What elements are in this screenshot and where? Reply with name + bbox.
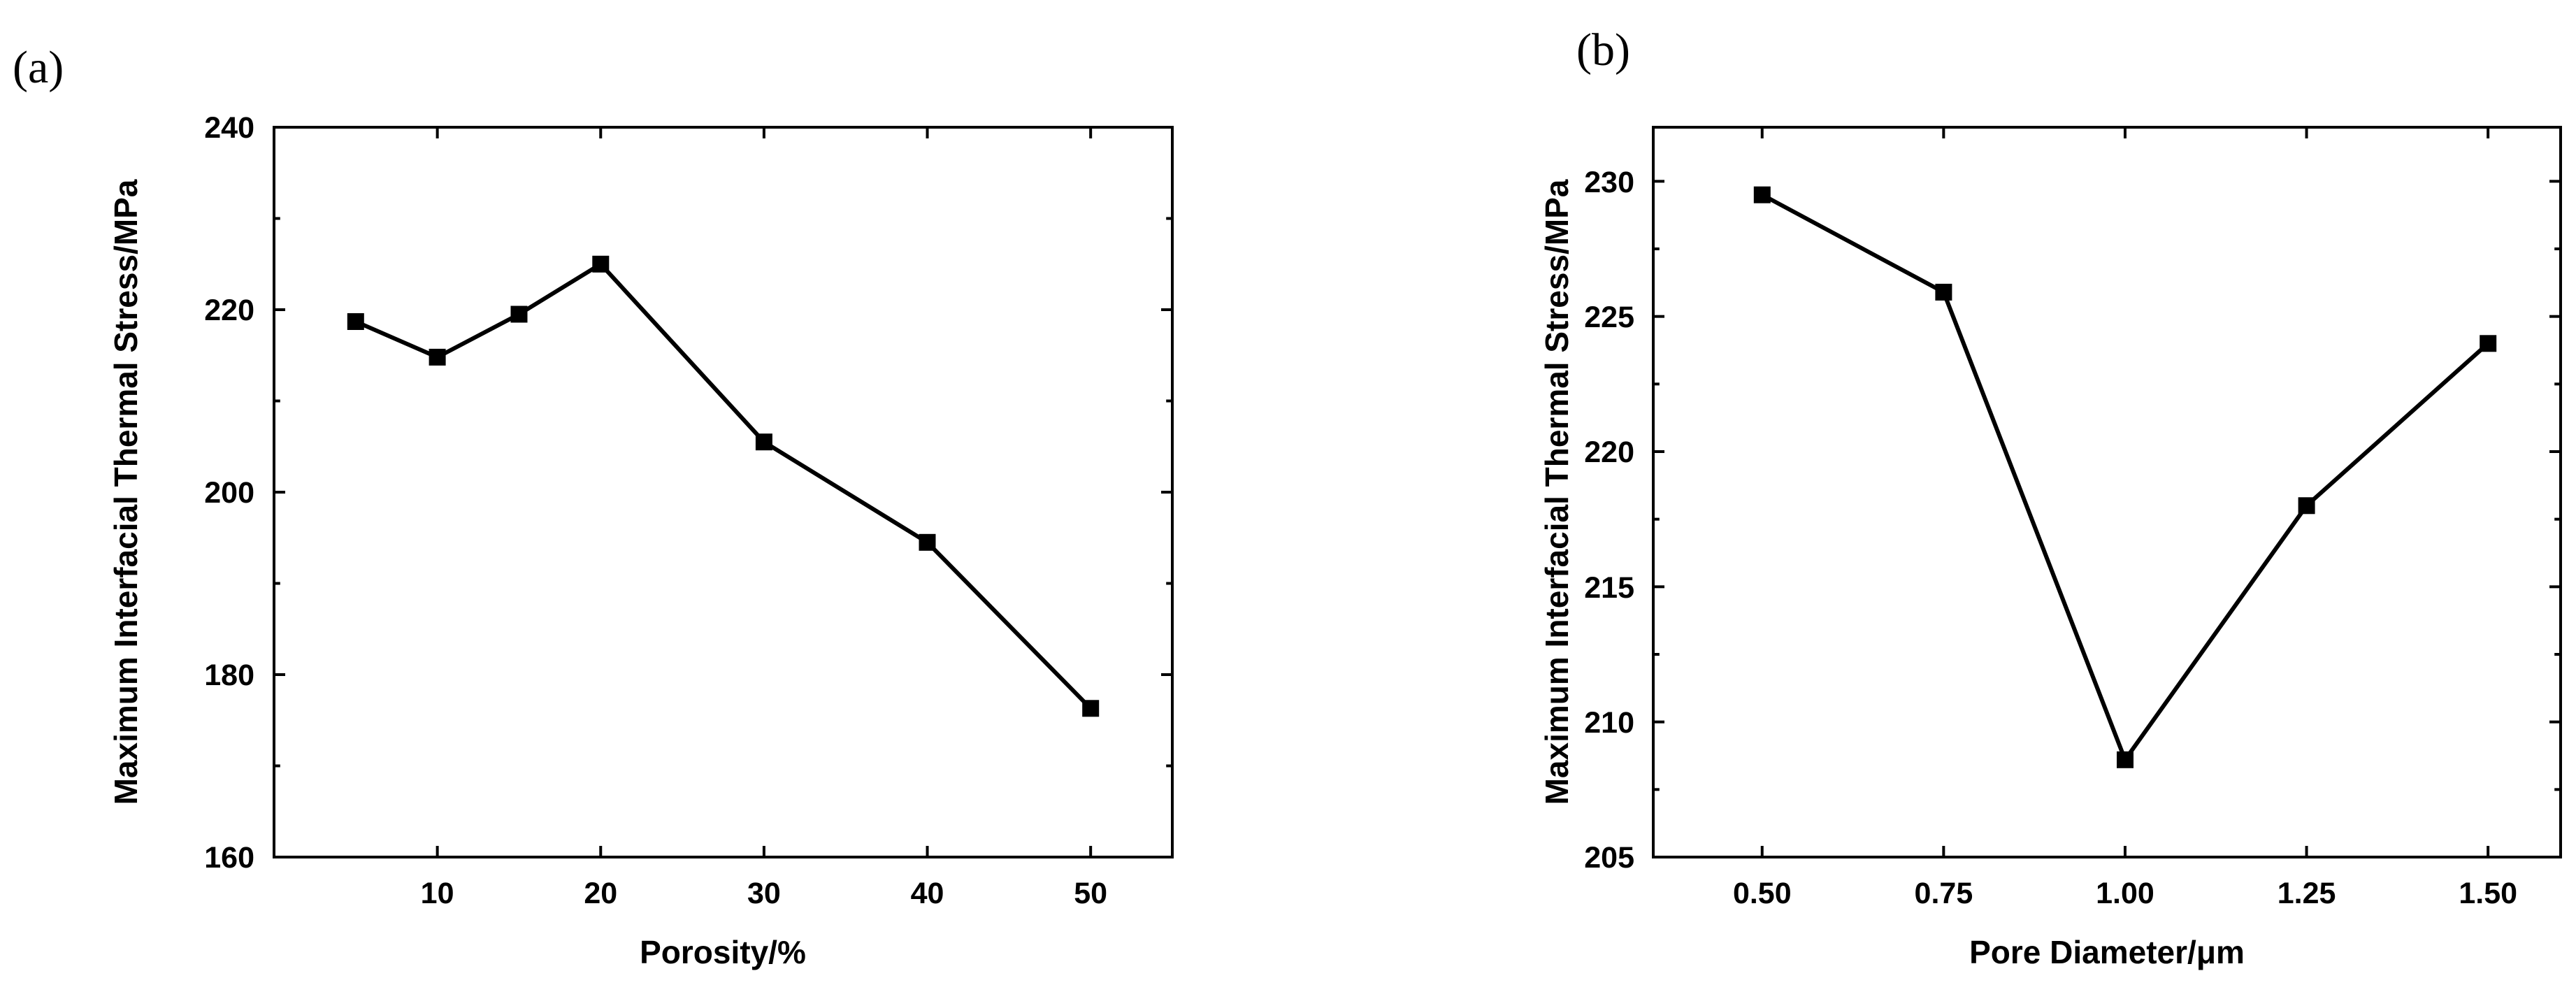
series-b <box>1753 186 2497 768</box>
x-tick-label-b: 0.50 <box>1733 877 1792 910</box>
y-tick-label-a: 240 <box>204 111 254 145</box>
x-axis-title-a: Porosity/% <box>640 934 806 970</box>
x-tick-label-a: 30 <box>747 877 781 910</box>
y-tick-label-b: 230 <box>1584 166 1634 199</box>
y-tick-labels-b: 205 210 215 220 225 230 <box>1584 166 1634 875</box>
y-tick-label-a: 220 <box>204 294 254 327</box>
y-tick-label-b: 210 <box>1584 706 1634 740</box>
data-point-a <box>347 313 364 330</box>
y-tick-label-a: 200 <box>204 476 254 510</box>
data-point-a <box>429 348 446 366</box>
panel-label-a: (a) <box>13 42 64 93</box>
series-line-a <box>354 261 1093 710</box>
data-point-a <box>755 433 772 451</box>
data-point-a <box>592 255 610 273</box>
y-tick-label-b: 215 <box>1584 571 1634 605</box>
y-tick-label-a: 180 <box>204 659 254 692</box>
data-point-b <box>2117 751 2134 768</box>
data-point-b <box>2480 335 2497 352</box>
y-axis-title-b: Maximum Interfacial Thermal Stress/MPa <box>1539 179 1575 805</box>
data-point-b <box>1753 186 1771 203</box>
series-a <box>347 255 1100 717</box>
tick-marks-b <box>1653 127 2561 858</box>
y-tick-label-b: 225 <box>1584 301 1634 334</box>
x-tick-label-b: 1.00 <box>2096 877 2154 910</box>
chart-panel-b: (b) 205 210 215 220 225 230 0.50 0.75 1.… <box>1539 24 2562 970</box>
plot-frame-b <box>1652 126 2562 858</box>
x-tick-labels-a: 10 20 30 40 50 <box>421 877 1107 910</box>
x-tick-label-b: 0.75 <box>1915 877 1973 910</box>
y-tick-labels-a: 160 180 200 220 240 <box>204 111 254 875</box>
x-tick-label-b: 1.50 <box>2459 877 2517 910</box>
data-point-a <box>919 533 936 551</box>
data-point-b <box>2298 497 2315 515</box>
series-line-b <box>1761 193 2490 765</box>
data-point-a <box>510 305 528 323</box>
y-tick-label-b: 205 <box>1584 841 1634 875</box>
y-axis-title-a: Maximum Interfacial Thermal Stress/MPa <box>108 179 144 805</box>
panel-label-b: (b) <box>1576 24 1630 76</box>
y-tick-label-b: 220 <box>1584 436 1634 469</box>
data-point-b <box>1935 283 1952 301</box>
data-point-a <box>1082 700 1100 717</box>
tick-marks-a <box>274 126 1172 858</box>
x-tick-label-a: 50 <box>1074 877 1107 910</box>
x-tick-labels-b: 0.50 0.75 1.00 1.25 1.50 <box>1733 877 2517 910</box>
x-tick-label-a: 40 <box>911 877 944 910</box>
chart-panel-a: (a) 160 180 200 220 240 10 20 30 40 50 P… <box>13 42 1174 970</box>
x-axis-title-b: Pore Diameter/μm <box>1969 934 2245 970</box>
x-tick-label-b: 1.25 <box>2278 877 2336 910</box>
x-tick-label-a: 20 <box>584 877 617 910</box>
x-tick-label-a: 10 <box>421 877 454 910</box>
plot-frame-a <box>273 126 1174 858</box>
y-tick-label-a: 160 <box>204 841 254 875</box>
